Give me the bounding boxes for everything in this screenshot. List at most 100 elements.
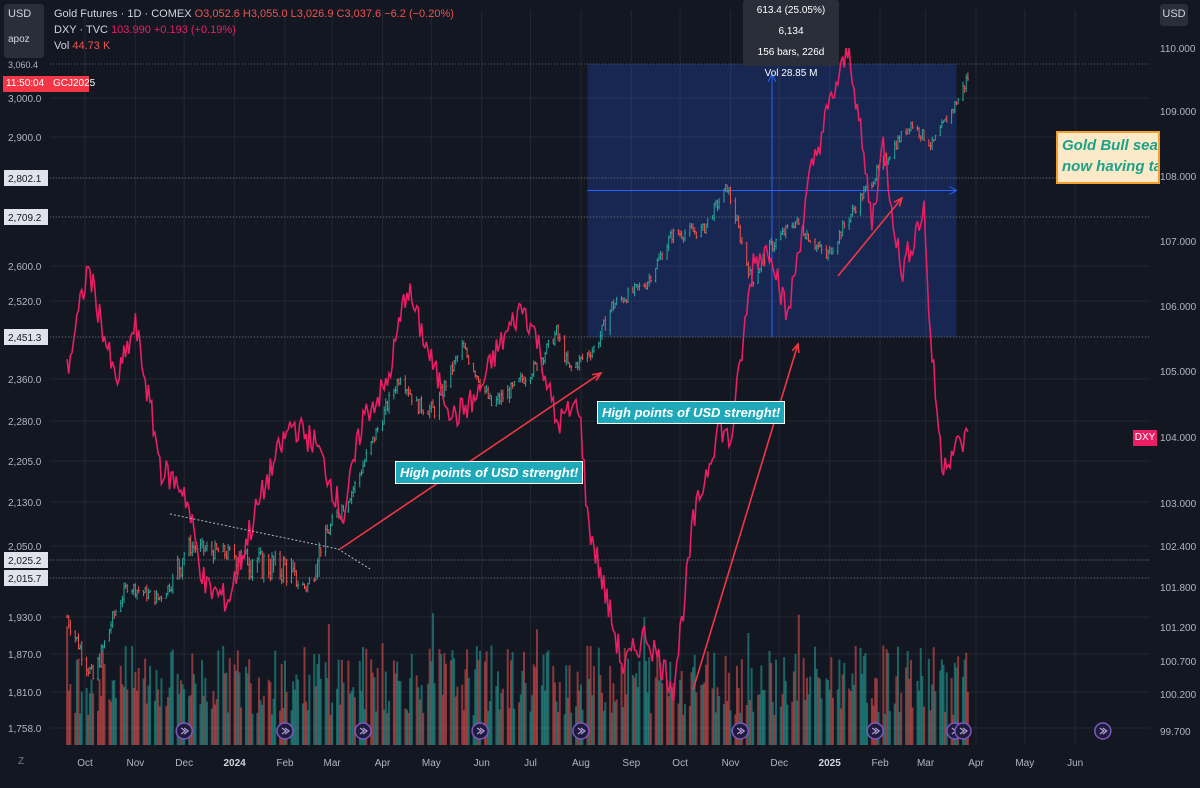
timezone-corner[interactable]: Z [18, 756, 24, 767]
volume-bar [97, 710, 100, 745]
volume-bar [688, 705, 691, 745]
volume-bar [188, 696, 191, 745]
volume-bar [828, 689, 831, 745]
volume-bar [900, 692, 903, 745]
currency-badge-right[interactable]: USD [1160, 4, 1188, 26]
gold-bull-note-line1: Gold Bull sea [1062, 137, 1158, 154]
volume-bar [591, 695, 594, 745]
volume-bar [760, 665, 763, 745]
volume-bar [531, 695, 534, 745]
usd-callout-1[interactable]: High points of USD strenght! [395, 461, 584, 484]
volume-bar [906, 651, 909, 745]
volume-bar [431, 613, 434, 745]
event-marker-icon[interactable] [954, 722, 972, 740]
volume-bar [353, 697, 356, 745]
legend-gold-row[interactable]: Gold Futures · 1D · COMEX O3,052.6 H3,05… [54, 6, 454, 22]
volume-bar [121, 684, 124, 745]
usd-arrow-2-head [791, 342, 800, 354]
volume-bar [921, 675, 924, 745]
event-markers[interactable] [175, 722, 1112, 740]
volume-bar [555, 701, 558, 745]
volume-bar [909, 659, 912, 745]
gold-trend-arrow[interactable] [837, 197, 903, 277]
left-axis-tick: 2,600.0 [8, 262, 42, 273]
volume-bar [179, 680, 182, 745]
volume-bar [859, 647, 862, 745]
volume-bar [176, 673, 179, 745]
volume-bar [809, 676, 812, 745]
volume-bar [566, 697, 569, 745]
time-axis-tick: Apr [968, 758, 984, 769]
time-axis-panel[interactable] [0, 745, 1200, 783]
fast-forward-icon [577, 727, 586, 735]
volume-bar [305, 701, 308, 745]
volume-bar [222, 645, 225, 745]
left-axis-tick: 2,025.2 [8, 556, 42, 567]
currency-badge-left[interactable]: USD apoz [4, 4, 44, 58]
volume-bar [217, 650, 220, 745]
left-axis-tick: 1,870.0 [8, 650, 42, 661]
volume-bar [762, 690, 765, 745]
volume-bar [599, 674, 602, 745]
level-price-label-bg [4, 209, 48, 225]
legend-dxy-row[interactable]: DXY · TVC 103.990 +0.193 (+0.19%) [54, 22, 454, 38]
volume-bar [381, 643, 384, 745]
volume-bar [506, 649, 509, 745]
fast-forward-icon [476, 727, 486, 735]
legend-vol-row[interactable]: Vol 44.73 K [54, 38, 454, 54]
volume-bar [440, 654, 443, 745]
usd-callout-2[interactable]: High points of USD strenght! [597, 401, 786, 424]
event-marker-icon[interactable] [1094, 722, 1112, 740]
volume-bar [365, 648, 368, 745]
usd-arrow-1-head [592, 371, 603, 381]
right-axis-tick: 101.800 [1160, 583, 1197, 594]
event-marker-icon[interactable] [354, 722, 372, 740]
volume-bar [942, 664, 945, 745]
volume-bar [963, 659, 966, 745]
measure-arrow-right [949, 186, 958, 195]
volume-bar [805, 677, 808, 745]
event-marker-icon[interactable] [471, 722, 489, 740]
volume-bar [534, 667, 537, 745]
resistance-trendline[interactable] [169, 513, 339, 550]
volume-bar [695, 692, 698, 745]
trendline-extension[interactable] [337, 548, 371, 570]
volume-bar [283, 660, 286, 745]
volume-bar [194, 683, 197, 745]
fast-forward-icon [281, 727, 290, 735]
volume-bar [114, 697, 117, 745]
left-axis-panel[interactable] [0, 0, 50, 783]
volume-bar [758, 694, 761, 745]
volume-bar [405, 709, 408, 745]
event-marker-icon[interactable] [731, 722, 749, 740]
right-axis-panel[interactable] [1150, 0, 1200, 783]
event-marker-icon[interactable] [866, 722, 884, 740]
volume-bar [735, 665, 738, 745]
volume-bar [126, 689, 129, 745]
time-axis-tick: May [1015, 758, 1034, 769]
gold-bull-note[interactable]: Gold Bull sea now having ta [1056, 131, 1160, 184]
volume-bar [703, 682, 706, 745]
fast-forward-icon [871, 727, 881, 735]
event-marker-icon[interactable] [572, 722, 590, 740]
volume-bar [843, 662, 846, 745]
volume-bar [483, 661, 486, 745]
volume-bar [854, 646, 857, 745]
volume-bar [362, 646, 365, 745]
event-marker-icon[interactable] [276, 722, 294, 740]
volume-bar [449, 660, 452, 745]
left-axis-tick: 2,802.1 [8, 174, 42, 185]
volume-bar [955, 667, 958, 745]
volume-bar [256, 712, 259, 745]
volume-bar [680, 670, 683, 745]
volume-bar [866, 702, 869, 745]
volume-bar [722, 703, 725, 745]
usd-arrow-2[interactable] [692, 343, 799, 691]
user-label: apoz [8, 34, 30, 45]
volume-bar [422, 712, 425, 745]
volume-bar [386, 712, 389, 745]
event-marker-icon[interactable] [175, 722, 193, 740]
